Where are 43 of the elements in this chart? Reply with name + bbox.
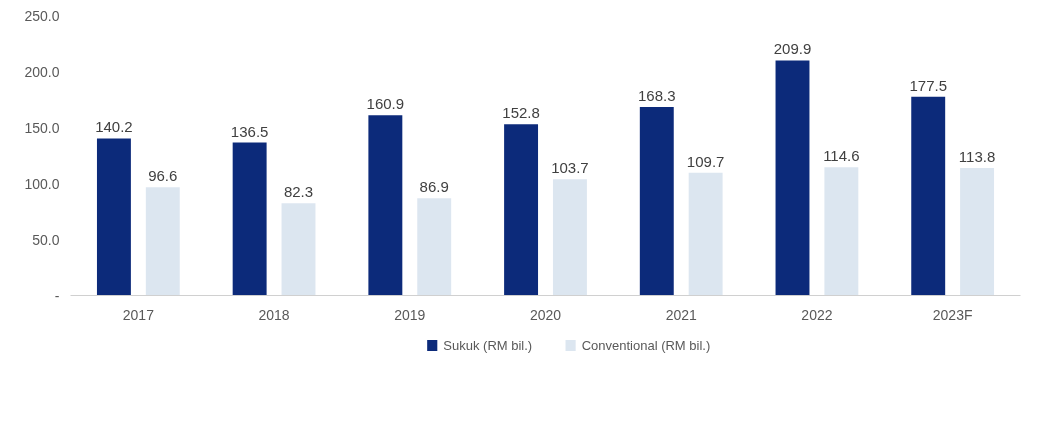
bar [775,60,810,296]
data-label: 103.7 [551,159,589,177]
y-tick-label: - [54,287,60,304]
data-label: 168.3 [638,87,676,104]
y-tick-label: 250.0 [24,7,60,24]
bar [552,179,587,296]
bar [368,115,403,296]
bar [639,107,674,296]
data-label: 109.7 [686,152,725,170]
bar [504,124,539,296]
bar [960,168,995,296]
bar [96,138,131,296]
x-tick-label: 2020 [529,306,562,323]
data-label: 160.9 [366,95,405,113]
data-label: 152.8 [502,104,540,122]
data-label: 96.6 [148,167,178,185]
data-label: 136.5 [230,122,269,140]
x-tick-label: 2023F [932,306,973,323]
x-tick-label: 2022 [801,306,833,323]
bar [145,187,180,296]
x-tick-label: 2018 [258,306,290,323]
data-label: 177.5 [909,76,947,94]
legend-label: Conventional (RM bil.) [581,338,711,353]
y-tick-label: 150.0 [24,119,60,136]
bar [232,142,267,296]
data-label: 209.9 [773,40,812,58]
bar [824,167,859,296]
y-tick-label: 50.0 [32,231,60,248]
bar [281,203,316,296]
legend-label: Sukuk (RM bil.) [443,338,533,353]
x-tick-label: 2017 [122,306,155,323]
bar [417,198,452,296]
bar [688,172,723,296]
x-tick-label: 2019 [394,306,426,323]
data-label: 86.9 [419,178,449,196]
data-label: 113.8 [958,148,996,166]
y-tick-label: 100.0 [24,175,60,192]
data-label: 82.3 [283,183,314,201]
data-label: 140.2 [95,118,133,136]
x-tick-label: 2021 [665,306,697,323]
y-tick-label: 200.0 [24,63,60,80]
data-label: 114.6 [823,147,860,165]
bar [911,96,946,296]
